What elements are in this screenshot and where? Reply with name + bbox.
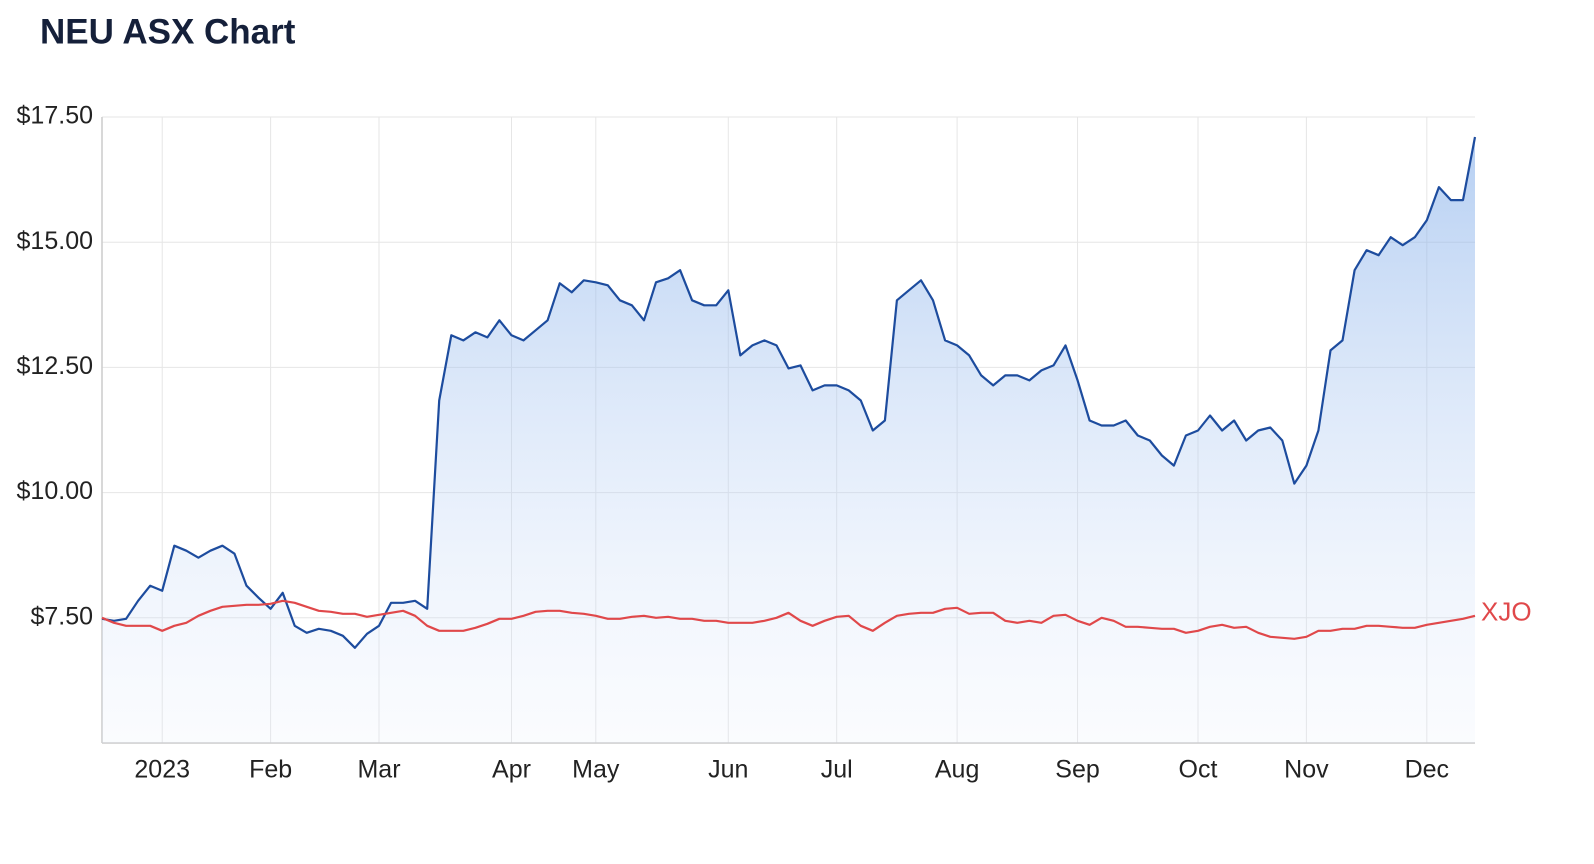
series-label: XJO [1481,597,1532,627]
y-tick-label: $12.50 [17,352,93,380]
area [102,137,1475,743]
x-tick-label: Sep [1055,756,1099,784]
line [101,599,1476,640]
x-tick-label: Feb [249,756,292,784]
x-tick-label: Jul [821,756,853,784]
x-tick-label: Oct [1179,756,1218,784]
x-tick-label: Apr [492,756,531,784]
y-tick-label: $7.50 [30,602,93,630]
chart-title: NEU ASX Chart [40,12,296,51]
y-tick-label: $17.50 [17,102,93,130]
x-tick-label: May [572,756,620,784]
x-tick-label: Dec [1405,756,1449,784]
x-tick-label: Nov [1284,756,1329,784]
x-tick-label: Mar [357,756,400,784]
y-tick-label: $10.00 [17,477,93,505]
x-tick-label: Jun [708,756,748,784]
line [101,136,1477,649]
y-tick-label: $15.00 [17,227,93,255]
x-tick-label: 2023 [134,756,190,784]
x-tick-label: Aug [935,756,979,784]
